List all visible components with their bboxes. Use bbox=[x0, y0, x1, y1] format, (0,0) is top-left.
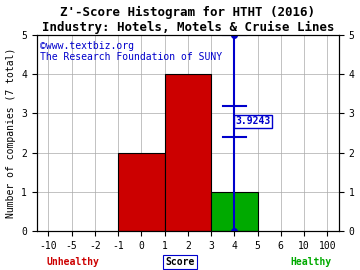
Bar bbox=[165, 74, 211, 231]
Text: Score: Score bbox=[165, 257, 195, 267]
Y-axis label: Number of companies (7 total): Number of companies (7 total) bbox=[5, 48, 15, 218]
Bar bbox=[211, 192, 257, 231]
Text: Healthy: Healthy bbox=[290, 257, 331, 267]
Text: ©www.textbiz.org
The Research Foundation of SUNY: ©www.textbiz.org The Research Foundation… bbox=[40, 41, 222, 62]
Text: Unhealthy: Unhealthy bbox=[47, 257, 100, 267]
Bar bbox=[118, 153, 165, 231]
Title: Z'-Score Histogram for HTHT (2016)
Industry: Hotels, Motels & Cruise Lines: Z'-Score Histogram for HTHT (2016) Indus… bbox=[41, 6, 334, 34]
Text: 3.9243: 3.9243 bbox=[235, 116, 271, 126]
